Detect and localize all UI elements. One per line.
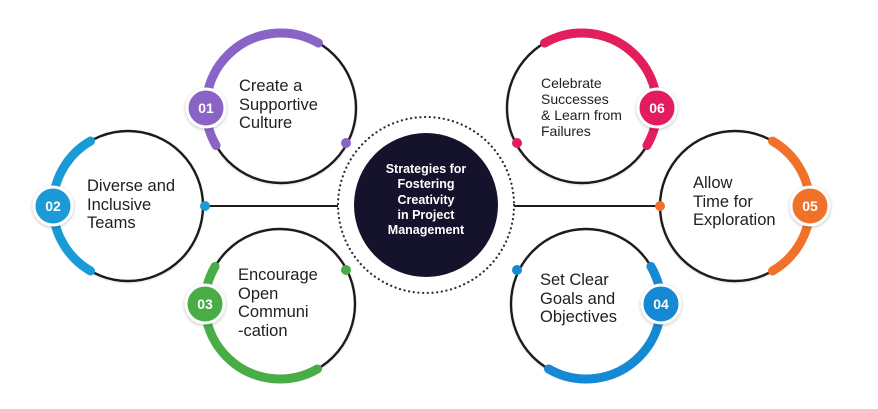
ring-background xyxy=(205,229,355,379)
ring-background xyxy=(511,229,661,379)
ring-background xyxy=(53,131,203,281)
connector-dot xyxy=(200,201,210,211)
strategy-label-05: Allow Time for Exploration xyxy=(693,174,776,230)
badge-number: 05 xyxy=(802,198,818,214)
badge-number: 04 xyxy=(653,296,669,312)
connector-dot xyxy=(512,138,522,148)
number-badge-06: 06 xyxy=(636,87,678,129)
center-dotted-ring xyxy=(336,115,516,295)
connector-dot xyxy=(655,201,665,211)
ring-background xyxy=(507,33,657,183)
number-badge-02: 02 xyxy=(32,185,74,227)
strategy-label-06: Celebrate Successes & Learn from Failure… xyxy=(541,75,622,139)
number-badge-03: 03 xyxy=(184,283,226,325)
badge-disc xyxy=(636,87,678,129)
strategy-label-04: Set Clear Goals and Objectives xyxy=(540,271,618,327)
connector-dot xyxy=(341,265,351,275)
badge-disc xyxy=(32,185,74,227)
strategy-label-02: Diverse and Inclusive Teams xyxy=(87,177,176,233)
center-disc xyxy=(354,133,498,277)
badge-disc xyxy=(640,283,682,325)
badge-disc xyxy=(184,283,226,325)
connector-dot xyxy=(512,265,522,275)
center-title: Strategies for Fostering Creativity in P… xyxy=(385,162,467,237)
ring-background xyxy=(660,131,810,281)
badge-number: 01 xyxy=(198,100,214,116)
connector-dot xyxy=(341,138,351,148)
ring-background xyxy=(206,33,356,183)
strategy-ring-04 xyxy=(509,227,666,384)
badge-number: 03 xyxy=(197,296,213,312)
number-badge-01: 01 xyxy=(185,87,227,129)
number-badge-04: 04 xyxy=(640,283,682,325)
badge-disc xyxy=(789,185,831,227)
number-badge-05: 05 xyxy=(789,185,831,227)
strategy-ring-03 xyxy=(200,227,357,384)
badge-disc xyxy=(185,87,227,129)
strategy-label-03: Encourage Open Communi -cation xyxy=(238,266,318,340)
strategy-label-01: Create a Supportive Culture xyxy=(239,77,318,133)
number-badges: 01 02 03 04 05 06 xyxy=(32,87,831,325)
badge-number: 02 xyxy=(45,198,61,214)
center-hub xyxy=(336,115,516,295)
badge-number: 06 xyxy=(649,100,665,116)
